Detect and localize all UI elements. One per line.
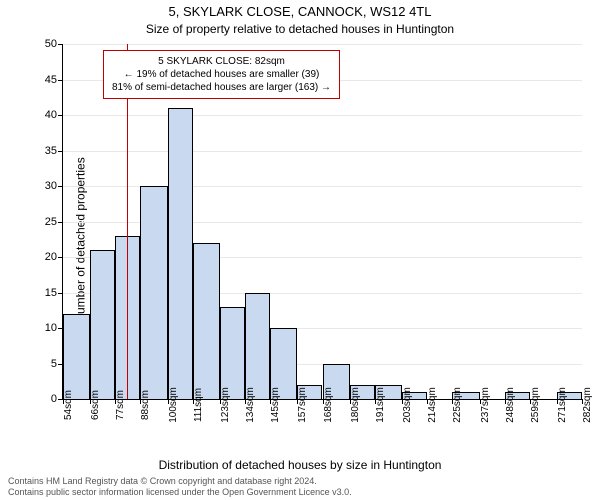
gridline (63, 115, 582, 116)
y-tick-mark (58, 186, 63, 187)
y-tick-label: 10 (45, 322, 57, 334)
x-axis-label: Distribution of detached houses by size … (0, 458, 600, 472)
histogram-bar (168, 108, 193, 399)
x-tick-label: 145sqm (270, 387, 281, 423)
histogram-bar (90, 250, 115, 399)
x-tick-label: 123sqm (220, 387, 231, 423)
x-tick-label: 88sqm (140, 390, 151, 420)
annotation-line: ← 19% of detached houses are smaller (39… (112, 68, 331, 81)
annotation-line: 81% of semi-detached houses are larger (… (112, 81, 331, 94)
chart-subtitle: Size of property relative to detached ho… (0, 22, 600, 36)
x-tick-label: 259sqm (530, 387, 541, 423)
y-tick-label: 0 (51, 393, 57, 405)
x-tick-label: 134sqm (245, 387, 256, 423)
histogram-bar (220, 307, 245, 399)
x-tick-label: 214sqm (427, 387, 438, 423)
y-tick-mark (58, 222, 63, 223)
y-tick-mark (58, 257, 63, 258)
y-tick-label: 15 (45, 287, 57, 299)
y-tick-mark (58, 115, 63, 116)
x-tick-label: 271sqm (557, 387, 568, 423)
plot-area: 0510152025303540455054sqm66sqm77sqm88sqm… (62, 44, 582, 400)
y-tick-label: 5 (51, 358, 57, 370)
x-tick-label: 54sqm (63, 390, 74, 420)
x-tick-label: 100sqm (168, 387, 179, 423)
histogram-bar (245, 293, 270, 400)
x-tick-label: 225sqm (452, 387, 463, 423)
footer-attribution: Contains HM Land Registry data © Crown c… (8, 476, 352, 498)
histogram-bar (140, 186, 167, 399)
y-tick-label: 35 (45, 145, 57, 157)
annotation-line: 5 SKYLARK CLOSE: 82sqm (112, 55, 331, 68)
y-tick-mark (58, 44, 63, 45)
y-tick-label: 25 (45, 216, 57, 228)
x-tick-label: 282sqm (582, 387, 593, 423)
x-tick-label: 66sqm (90, 390, 101, 420)
y-tick-mark (58, 80, 63, 81)
y-tick-label: 45 (45, 74, 57, 86)
y-tick-mark (58, 151, 63, 152)
x-tick-label: 77sqm (115, 390, 126, 420)
histogram-bar (115, 236, 140, 399)
x-tick-label: 111sqm (193, 388, 204, 422)
y-tick-mark (58, 293, 63, 294)
gridline (63, 44, 582, 45)
x-tick-label: 168sqm (323, 387, 334, 423)
x-tick-label: 237sqm (480, 387, 491, 423)
x-tick-label: 191sqm (375, 387, 386, 423)
x-tick-label: 180sqm (350, 387, 361, 423)
y-tick-label: 30 (45, 180, 57, 192)
histogram-bar (63, 314, 90, 399)
y-tick-label: 50 (45, 38, 57, 50)
chart-container: 5, SKYLARK CLOSE, CANNOCK, WS12 4TL Size… (0, 0, 600, 500)
histogram-bar (193, 243, 220, 399)
footer-line: Contains HM Land Registry data © Crown c… (8, 476, 352, 487)
footer-line: Contains public sector information licen… (8, 487, 352, 498)
gridline (63, 151, 582, 152)
page-title: 5, SKYLARK CLOSE, CANNOCK, WS12 4TL (0, 4, 600, 19)
x-tick-label: 248sqm (505, 387, 516, 423)
x-tick-label: 203sqm (402, 387, 413, 423)
annotation-box: 5 SKYLARK CLOSE: 82sqm ← 19% of detached… (103, 50, 340, 99)
y-tick-label: 40 (45, 109, 57, 121)
x-tick-label: 157sqm (297, 387, 308, 423)
y-tick-label: 20 (45, 251, 57, 263)
